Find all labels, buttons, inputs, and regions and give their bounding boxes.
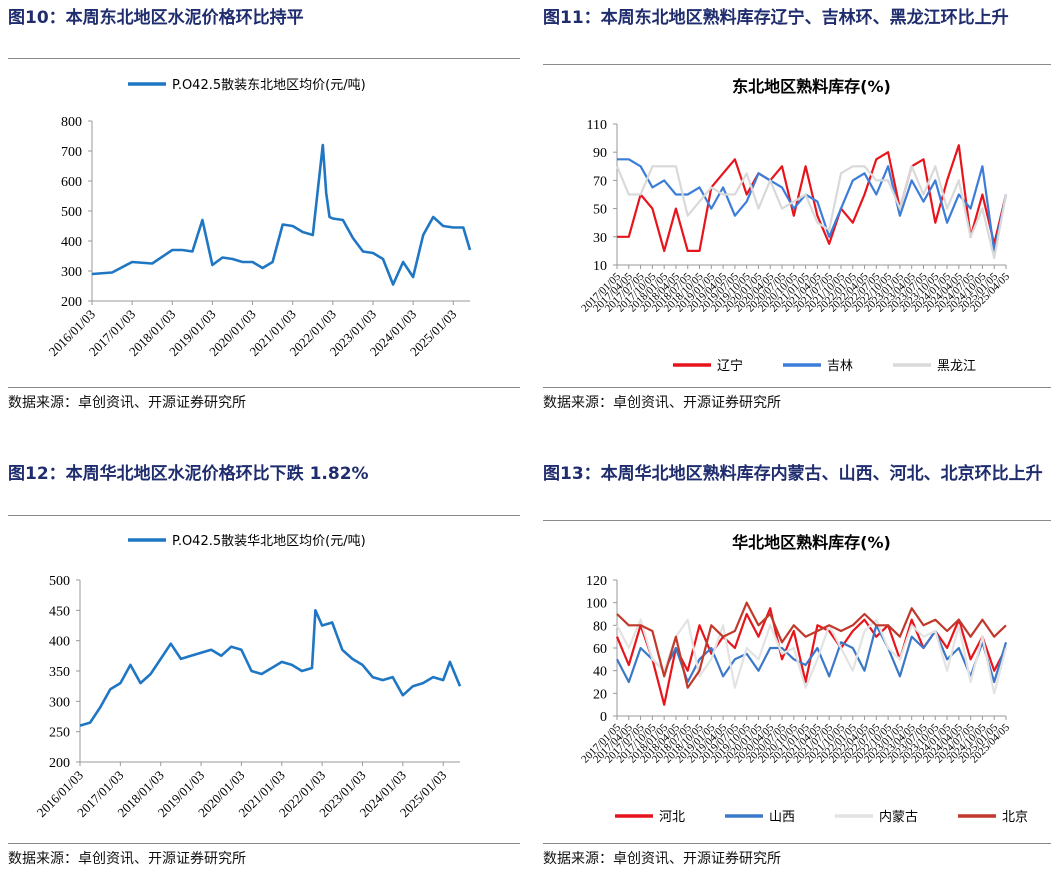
y-tick-label: 60 [593,642,607,657]
y-tick-label: 800 [61,115,82,130]
figure-10-title: 图10：本周东北地区水泥价格环比持平 [8,8,304,28]
figure-12-panel: 图12：本周华北地区水泥价格环比下跌 1.82% 200 250 300 350 400… [8,462,520,870]
y-tick-label: 300 [49,695,70,710]
legend-label-1: 辽宁 [717,358,743,374]
series-line-3 [616,618,1008,695]
chart-title: 东北地区熟料库存(%) [732,77,891,96]
legend-label-3: 内蒙古 [879,809,918,825]
y-tick-label: 0 [600,710,607,725]
y-tick-label: 350 [49,665,70,680]
series-line-4 [616,601,1007,689]
figure-10-bottom-rule [8,387,520,388]
figure-12-title: 图12：本周华北地区水泥价格环比下跌 1.82% [8,464,369,484]
y-tick-label: 500 [61,205,82,220]
y-tick-label: 80 [593,619,607,634]
y-tick-label: 10 [593,259,607,274]
y-tick-label: 600 [61,175,82,190]
y-tick-label: 50 [593,203,607,218]
figure-12-source: 数据来源：卓创资讯、开源证券研究所 [8,851,246,867]
legend-label-3: 黑龙江 [937,359,976,374]
legend-label-1: 河北 [659,810,685,825]
figure-11-bottom-rule [543,387,1051,388]
figure-12-chart: 2002503003504004505002016/01/032017/01/0… [34,534,462,820]
legend-label-1: P.O42.5散装华北地区均价(元/吨) [172,534,366,549]
y-tick-label: 200 [49,756,70,771]
chart-title: 华北地区熟料库存(%) [732,533,891,552]
y-tick-label: 20 [593,687,607,702]
figure-12-top-rule [8,515,520,516]
figure-13-title: 图13：本周华北地区熟料库存内蒙古、山西、河北、北京环比上升 [543,464,1043,484]
y-tick-label: 500 [49,574,70,589]
figure-10-source: 数据来源：卓创资讯、开源证券研究所 [8,395,246,411]
legend-label-4: 北京 [1002,810,1028,825]
figure-11-source: 数据来源：卓创资讯、开源证券研究所 [543,395,781,411]
figure-10-top-rule [8,58,520,59]
y-tick-label: 110 [587,118,607,133]
y-tick-label: 200 [61,295,82,310]
series-line-1 [91,143,472,286]
legend-label-1: P.O42.5散装东北地区均价(元/吨) [172,78,366,93]
figure-11-panel: 图11：本周东北地区熟料库存辽宁、吉林环、黑龙江环比上升 东北地区熟料库存(%)… [543,6,1051,416]
y-tick-label: 250 [49,726,70,741]
figure-11-top-rule [543,64,1051,65]
y-tick-label: 400 [49,635,70,650]
y-tick-label: 120 [586,574,607,589]
figure-12-bottom-rule [8,843,520,844]
series-line-3 [615,165,1008,259]
figure-13-source: 数据来源：卓创资讯、开源证券研究所 [543,851,781,867]
figure-13-panel: 图13：本周华北地区熟料库存内蒙古、山西、河北、北京环比上升 华北地区熟料库存(… [543,462,1051,870]
y-tick-label: 400 [61,235,82,250]
y-tick-label: 90 [593,146,607,161]
figure-10-panel: 图10：本周东北地区水泥价格环比持平 200 300 400 500 600 700 800… [8,6,520,416]
figure-11-chart: 东北地区熟料库存(%)10305070901102017/01/052017/0… [579,77,1012,374]
legend-label-2: 山西 [769,810,795,825]
y-tick-label: 40 [593,665,607,680]
legend-label-2: 吉林 [827,359,853,374]
figure-13-top-rule [543,520,1051,521]
y-tick-label: 100 [586,597,607,612]
figure-11-title: 图11：本周东北地区熟料库存辽宁、吉林环、黑龙江环比上升 [543,8,1009,28]
y-tick-label: 450 [49,604,70,619]
figure-13-chart: 华北地区熟料库存(%)0204060801001202017/01/052017… [579,533,1028,825]
y-tick-label: 700 [61,145,82,160]
y-tick-label: 300 [61,265,82,280]
y-tick-label: 70 [593,174,607,189]
y-tick-label: 30 [593,231,607,246]
series-line-1 [79,609,462,727]
figure-10-chart: 2003004005006007008002016/01/032017/01/0… [46,78,472,359]
figure-13-bottom-rule [543,843,1051,844]
